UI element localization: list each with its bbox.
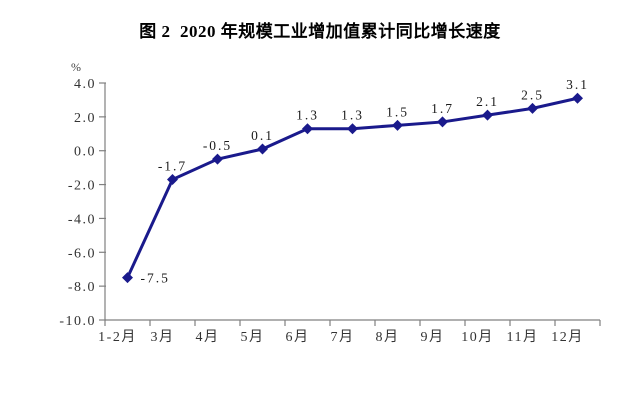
data-point-label: 3.1 bbox=[566, 77, 589, 92]
data-point-label: -7.5 bbox=[141, 271, 170, 286]
data-point-label: 2.5 bbox=[521, 87, 544, 102]
x-tick-label: 10月 bbox=[461, 329, 494, 345]
y-tick-label: -4.0 bbox=[68, 212, 96, 227]
data-point-label: 2.1 bbox=[476, 94, 499, 109]
x-tick-label: 11月 bbox=[507, 329, 539, 345]
x-tick-label: 4月 bbox=[196, 329, 220, 345]
y-tick-label: -6.0 bbox=[68, 246, 96, 261]
data-point-label: 0.1 bbox=[251, 128, 274, 143]
data-point-marker bbox=[257, 143, 268, 155]
data-point-label: 1.3 bbox=[341, 108, 364, 123]
x-tick-label: 1-2月 bbox=[98, 329, 137, 345]
data-point-marker bbox=[122, 272, 133, 284]
x-tick-label: 3月 bbox=[151, 329, 175, 345]
data-point-label: -1.7 bbox=[158, 158, 187, 173]
y-tick-label: 0.0 bbox=[74, 145, 96, 160]
data-point-marker bbox=[212, 153, 223, 165]
x-tick-label: 7月 bbox=[331, 329, 355, 345]
data-point-marker bbox=[302, 123, 313, 135]
y-tick-label: -2.0 bbox=[68, 179, 96, 194]
data-point-label: 1.7 bbox=[431, 101, 454, 116]
y-tick-label: -8.0 bbox=[68, 280, 96, 295]
y-axis-unit-label: % bbox=[71, 60, 81, 74]
data-point-marker bbox=[572, 92, 583, 104]
data-point-marker bbox=[437, 116, 448, 128]
x-tick-label: 9月 bbox=[421, 329, 445, 345]
data-point-label: 1.5 bbox=[386, 104, 409, 119]
data-point-marker bbox=[527, 102, 538, 114]
data-point-label: -0.5 bbox=[203, 138, 232, 153]
data-point-marker bbox=[347, 123, 358, 135]
x-tick-label: 6月 bbox=[286, 329, 310, 345]
data-point-marker bbox=[482, 109, 493, 121]
y-tick-label: 4.0 bbox=[74, 77, 96, 92]
chart-title: 图 2 2020 年规模工业增加值累计同比增长速度 bbox=[139, 22, 501, 41]
data-point-label: 1.3 bbox=[296, 108, 319, 123]
y-tick-label: 2.0 bbox=[74, 111, 96, 126]
x-tick-label: 5月 bbox=[241, 329, 265, 345]
data-point-marker bbox=[167, 173, 178, 185]
x-tick-label: 8月 bbox=[376, 329, 400, 345]
data-point-marker bbox=[392, 119, 403, 131]
y-tick-label: -10.0 bbox=[59, 314, 96, 329]
x-tick-label: 12月 bbox=[551, 329, 584, 345]
